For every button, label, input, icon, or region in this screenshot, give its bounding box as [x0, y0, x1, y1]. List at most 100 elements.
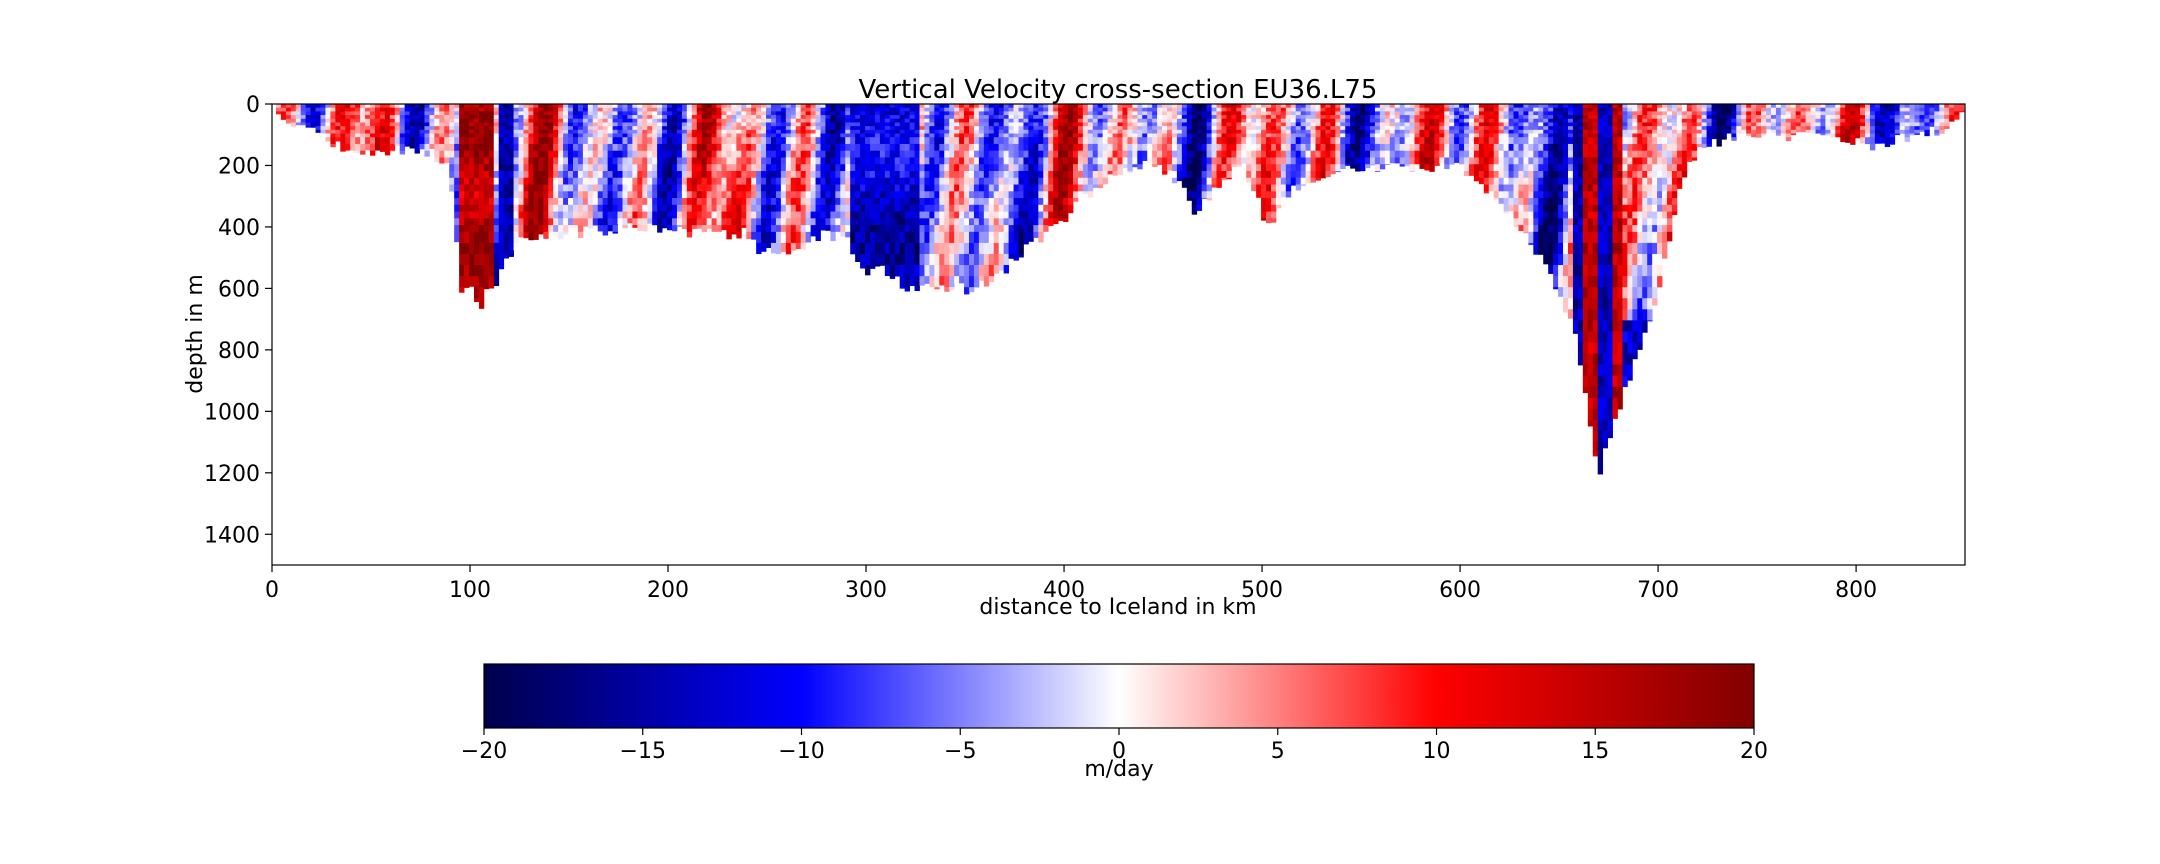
- heatmap-cell: [1068, 122, 1074, 127]
- heatmap-cell: [667, 129, 673, 134]
- heatmap-cell: [775, 242, 782, 255]
- heatmap-cell: [592, 107, 599, 112]
- heatmap-cell: [1498, 191, 1505, 199]
- heatmap-cell: [493, 191, 500, 199]
- heatmap-cell: [1206, 129, 1212, 134]
- heatmap-cell: [508, 143, 514, 152]
- heatmap-cell: [1493, 157, 1500, 165]
- heatmap-cell: [870, 133, 876, 138]
- heatmap-cell: [845, 129, 851, 134]
- heatmap-cell: [587, 225, 594, 229]
- heatmap-cell: [1241, 122, 1247, 127]
- heatmap-cell: [1236, 107, 1242, 112]
- heatmap-cell: [676, 184, 683, 192]
- heatmap-cell: [1503, 198, 1509, 206]
- heatmap-cell: [1335, 164, 1341, 172]
- heatmap-cell: [607, 118, 613, 123]
- heatmap-cell: [775, 143, 782, 152]
- heatmap-cell: [810, 225, 816, 233]
- heatmap-cell: [1399, 126, 1406, 131]
- heatmap-cell: [964, 198, 970, 206]
- heatmap-cell: [434, 115, 440, 120]
- heatmap-cell: [909, 276, 915, 287]
- heatmap-cell: [1053, 191, 1059, 199]
- heatmap-cell: [983, 150, 990, 158]
- heatmap-cell: [1167, 150, 1173, 158]
- heatmap-cell: [1503, 191, 1509, 199]
- heatmap-cell: [1181, 118, 1188, 123]
- heatmap-cell: [761, 137, 767, 145]
- heatmap-cell: [691, 225, 698, 229]
- heatmap-cell: [944, 198, 950, 206]
- heatmap-cell: [330, 104, 336, 109]
- heatmap-cell: [1449, 115, 1455, 120]
- heatmap-cell: [785, 133, 792, 138]
- heatmap-cell: [1216, 184, 1222, 188]
- heatmap-cell: [622, 129, 628, 134]
- heatmap-cell: [716, 137, 722, 145]
- heatmap-cell: [736, 231, 742, 239]
- heatmap-cell: [988, 115, 995, 120]
- heatmap-cell: [1077, 171, 1084, 179]
- heatmap-cell: [1483, 191, 1490, 194]
- heatmap-cell: [721, 198, 727, 206]
- heatmap-cell: [1251, 107, 1257, 112]
- heatmap-cell: [538, 231, 544, 235]
- heatmap-cell: [686, 150, 693, 158]
- heatmap-cell: [671, 107, 678, 112]
- heatmap-cell: [1285, 137, 1292, 145]
- heatmap-cell: [1350, 107, 1356, 112]
- heatmap-cell: [701, 111, 708, 116]
- heatmap-cell: [1290, 157, 1297, 165]
- heatmap-cell: [830, 137, 836, 145]
- heatmap-cell: [1251, 184, 1257, 192]
- heatmap-cell: [939, 231, 945, 244]
- heatmap-cell: [993, 126, 1000, 131]
- heatmap-cell: [800, 191, 807, 199]
- heatmap-cell: [518, 129, 524, 134]
- heatmap-cell: [736, 126, 742, 131]
- heatmap-cell: [478, 143, 485, 152]
- heatmap-cell: [934, 143, 940, 152]
- heatmap-cell: [919, 211, 925, 219]
- heatmap-cell: [1216, 143, 1222, 152]
- heatmap-cell: [716, 218, 722, 226]
- heatmap-cell: [469, 164, 475, 172]
- heatmap-cell: [602, 164, 609, 172]
- heatmap-cell: [464, 104, 470, 109]
- heatmap-cell: [761, 225, 767, 233]
- heatmap-cell: [914, 104, 920, 109]
- heatmap-cell: [577, 231, 584, 239]
- heatmap-cell: [1369, 104, 1376, 109]
- heatmap-cell: [924, 204, 930, 212]
- heatmap-cell: [860, 143, 866, 152]
- heatmap-cell: [874, 122, 881, 127]
- heatmap-cell: [741, 126, 747, 131]
- heatmap-cell: [756, 184, 762, 192]
- heatmap-cell: [780, 191, 787, 199]
- heatmap-cell: [909, 198, 915, 206]
- heatmap-cell: [766, 211, 772, 219]
- heatmap-cell: [988, 184, 995, 192]
- heatmap-cell: [508, 191, 514, 199]
- heatmap-cell: [904, 171, 910, 179]
- heatmap-cell: [464, 107, 470, 112]
- heatmap-cell: [513, 115, 519, 120]
- heatmap-cell: [954, 129, 960, 134]
- heatmap-cell: [1483, 122, 1490, 127]
- heatmap-cell: [855, 118, 861, 123]
- heatmap-cell: [929, 126, 935, 131]
- heatmap-cell: [563, 104, 569, 109]
- heatmap-cell: [761, 177, 767, 185]
- heatmap-cell: [870, 191, 876, 199]
- heatmap-cell: [1097, 164, 1104, 172]
- heatmap-cell: [1523, 133, 1529, 138]
- heatmap-cell: [870, 164, 876, 172]
- heatmap-cell: [1473, 115, 1480, 120]
- heatmap-cell: [607, 177, 613, 185]
- heatmap-cell: [558, 115, 564, 120]
- heatmap-cell: [761, 242, 767, 252]
- heatmap-cell: [691, 115, 698, 120]
- heatmap-cell: [498, 133, 505, 138]
- heatmap-cell: [998, 143, 1005, 152]
